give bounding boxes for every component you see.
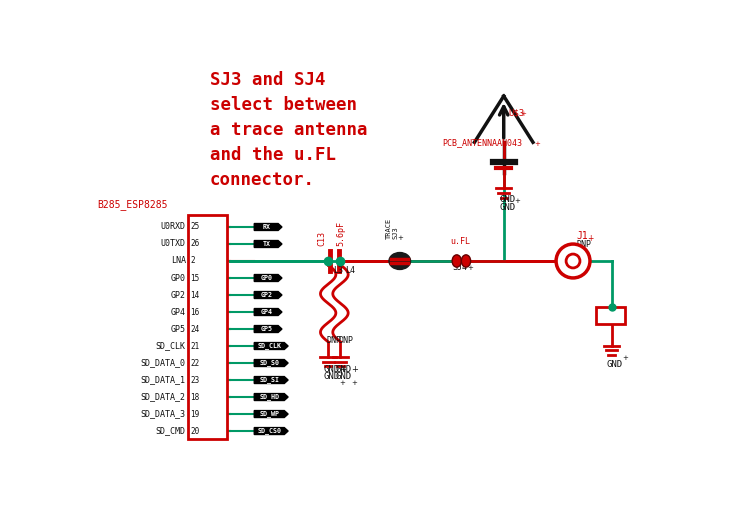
- Text: 24: 24: [190, 325, 200, 333]
- Text: GP5: GP5: [171, 325, 186, 333]
- Text: GP4: GP4: [260, 309, 272, 315]
- Text: +: +: [339, 365, 346, 374]
- Text: 23: 23: [190, 375, 200, 385]
- Text: L3: L3: [333, 266, 343, 274]
- Text: 26: 26: [190, 240, 200, 248]
- Text: GND: GND: [323, 372, 340, 381]
- Text: 16: 16: [190, 308, 200, 316]
- Text: GP2: GP2: [260, 292, 272, 298]
- Circle shape: [566, 254, 580, 268]
- Polygon shape: [254, 241, 282, 247]
- Text: SD_S0: SD_S0: [260, 359, 280, 367]
- Text: 14: 14: [190, 290, 200, 300]
- Polygon shape: [254, 394, 288, 400]
- Text: DNP: DNP: [577, 240, 592, 249]
- Ellipse shape: [389, 252, 410, 269]
- Text: RX: RX: [262, 224, 271, 230]
- Text: +: +: [622, 355, 628, 361]
- Text: 18: 18: [190, 393, 200, 401]
- Text: GND: GND: [607, 360, 623, 369]
- Text: +: +: [535, 141, 541, 147]
- Text: SD_DATA_3: SD_DATA_3: [141, 410, 186, 418]
- Text: GP2: GP2: [171, 290, 186, 300]
- Text: SD_HD: SD_HD: [260, 394, 280, 400]
- Text: 21: 21: [190, 342, 200, 351]
- Text: GP0: GP0: [171, 273, 186, 283]
- Text: U$3: U$3: [509, 109, 524, 117]
- Text: SD_CLK: SD_CLK: [258, 343, 282, 350]
- Text: +: +: [398, 235, 404, 241]
- Text: 15: 15: [190, 273, 200, 283]
- Text: +: +: [351, 380, 357, 386]
- Text: GP4: GP4: [171, 308, 186, 316]
- Polygon shape: [254, 343, 288, 350]
- Text: SJ3 and SJ4
select between
a trace antenna
and the u.FL
connector.: SJ3 and SJ4 select between a trace anten…: [209, 71, 367, 189]
- Text: B285_ESP8285: B285_ESP8285: [98, 199, 168, 210]
- Polygon shape: [254, 411, 288, 417]
- Polygon shape: [254, 376, 288, 383]
- Text: +: +: [514, 198, 520, 204]
- Text: 22: 22: [190, 358, 200, 368]
- Text: C13: C13: [317, 230, 326, 246]
- Polygon shape: [254, 326, 282, 332]
- Text: SD_DATA_1: SD_DATA_1: [141, 375, 186, 385]
- Text: +: +: [351, 365, 358, 374]
- Polygon shape: [254, 309, 282, 315]
- Text: +: +: [520, 111, 526, 117]
- Text: U0RXD: U0RXD: [160, 223, 186, 231]
- Text: GND: GND: [499, 195, 515, 204]
- Polygon shape: [254, 291, 282, 298]
- Polygon shape: [254, 428, 288, 435]
- Ellipse shape: [452, 255, 461, 267]
- Polygon shape: [254, 359, 288, 367]
- Text: +: +: [339, 380, 345, 386]
- Text: GP0: GP0: [260, 275, 272, 281]
- Text: 5.6pF: 5.6pF: [336, 221, 345, 246]
- Text: SD_CMD: SD_CMD: [156, 426, 186, 436]
- Text: SJ3: SJ3: [393, 227, 399, 240]
- Circle shape: [556, 244, 590, 278]
- Text: SD_CS0: SD_CS0: [258, 428, 282, 435]
- Text: 2: 2: [190, 257, 195, 266]
- Text: SJ4: SJ4: [452, 263, 467, 272]
- Text: +: +: [467, 265, 473, 271]
- Text: 19: 19: [190, 410, 200, 418]
- Text: L4: L4: [345, 266, 355, 274]
- Text: J1: J1: [577, 231, 589, 242]
- Text: SD_WP: SD_WP: [260, 411, 280, 417]
- Text: SD_DATA_0: SD_DATA_0: [141, 358, 186, 368]
- Text: GND: GND: [323, 365, 340, 374]
- Text: DNP: DNP: [327, 336, 341, 346]
- Text: 25: 25: [190, 223, 200, 231]
- Polygon shape: [254, 224, 282, 230]
- Text: DNP: DNP: [339, 336, 354, 346]
- Text: GP5: GP5: [260, 326, 272, 332]
- Text: PCB_ANTENNAAN043: PCB_ANTENNAAN043: [442, 138, 522, 147]
- Text: +: +: [587, 234, 593, 243]
- Text: SD_CLK: SD_CLK: [156, 342, 186, 351]
- Text: LNA: LNA: [171, 257, 186, 266]
- Text: TX: TX: [262, 241, 271, 247]
- Text: u.FL: u.FL: [450, 237, 470, 246]
- Text: SD_SI: SD_SI: [260, 376, 280, 383]
- Text: GND: GND: [499, 203, 515, 212]
- Text: SD_DATA_2: SD_DATA_2: [141, 393, 186, 401]
- Polygon shape: [254, 274, 282, 282]
- Text: U0TXD: U0TXD: [160, 240, 186, 248]
- Bar: [596, 307, 626, 324]
- Text: 20: 20: [190, 426, 200, 436]
- Bar: [188, 216, 226, 439]
- Text: GND: GND: [336, 372, 352, 381]
- Text: GND: GND: [336, 365, 352, 374]
- Text: TRACE: TRACE: [386, 218, 392, 240]
- Ellipse shape: [461, 255, 470, 267]
